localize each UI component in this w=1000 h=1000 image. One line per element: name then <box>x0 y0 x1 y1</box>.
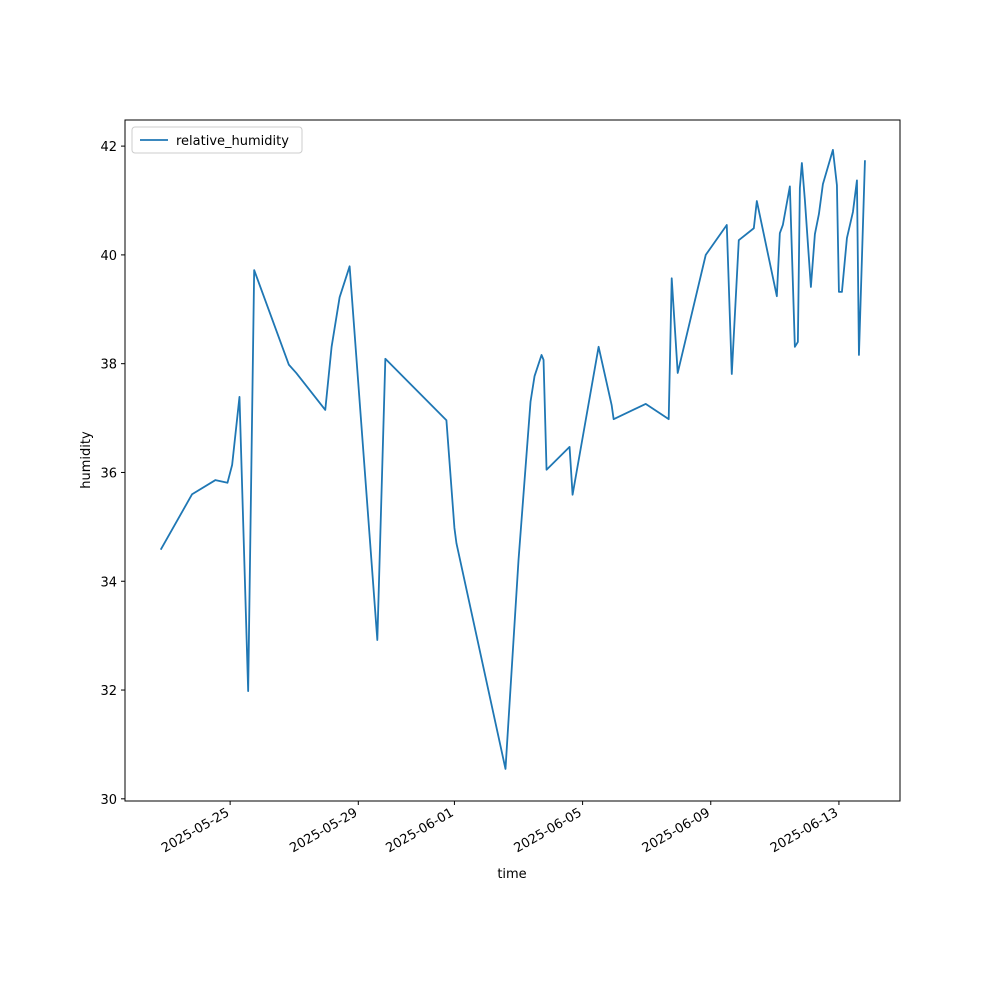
x-tick-label: 2025-06-13 <box>768 805 841 856</box>
x-axis-label: time <box>497 867 526 882</box>
legend-label: relative_humidity <box>176 134 289 149</box>
y-axis-label: humidity <box>79 431 94 489</box>
x-tick-label: 2025-05-29 <box>287 805 360 856</box>
y-tick-label: 32 <box>100 684 117 699</box>
y-tick-label: 38 <box>100 358 117 373</box>
y-tick-label: 42 <box>100 140 117 155</box>
y-tick-label: 36 <box>100 466 117 481</box>
x-tick-label: 2025-06-09 <box>640 805 713 856</box>
y-tick-label: 34 <box>100 575 117 590</box>
line-series <box>159 149 866 770</box>
y-tick-label: 40 <box>100 249 117 264</box>
legend-box <box>131 126 303 154</box>
x-tick-label: 2025-05-25 <box>159 805 232 856</box>
plot-frame <box>124 119 901 802</box>
x-tick-label: 2025-06-05 <box>512 805 585 856</box>
x-tick-label: 2025-06-01 <box>383 805 456 856</box>
y-tick-label: 30 <box>100 793 117 808</box>
